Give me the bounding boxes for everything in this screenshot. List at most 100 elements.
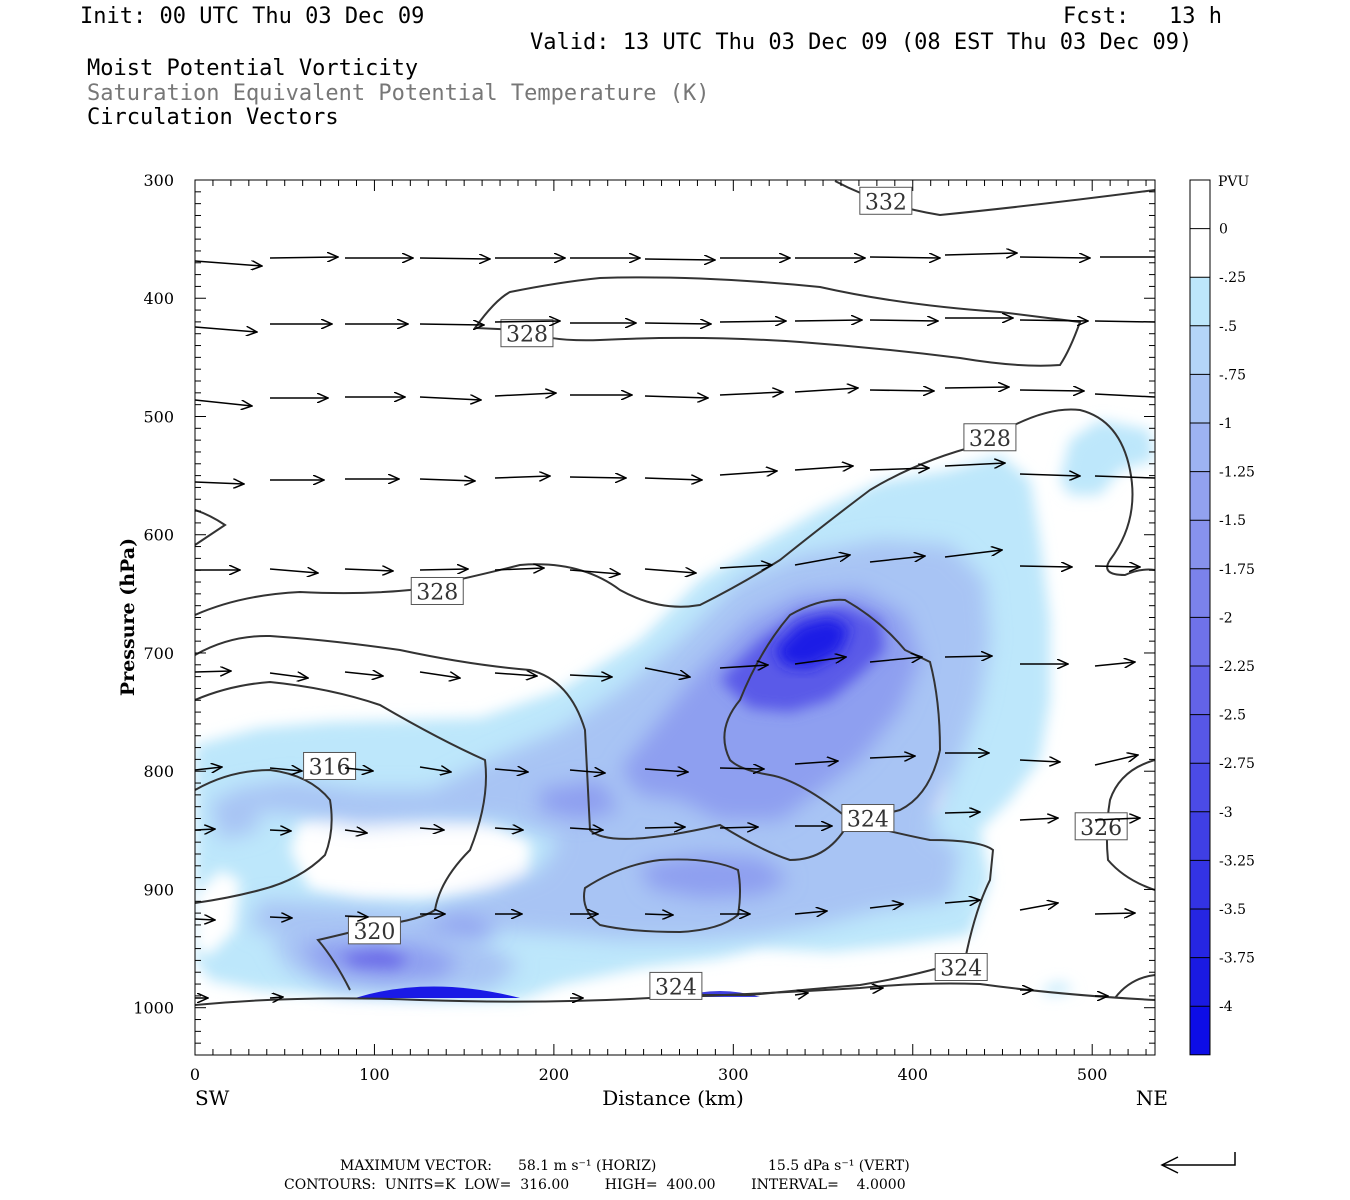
vector-arrow	[419, 767, 451, 772]
init-time: Init: 00 UTC Thu 03 Dec 09	[80, 4, 425, 29]
colorbar-swatch	[1190, 325, 1210, 375]
vector-arrow	[195, 327, 257, 332]
vector-arrow	[195, 919, 215, 920]
colorbar-label: -3.75	[1219, 951, 1255, 967]
vector-arrow	[1094, 320, 1155, 323]
vector-arrow	[419, 671, 460, 678]
vector-arrow	[494, 393, 556, 396]
max-vector-horiz: 58.1 m s⁻¹ (HORIZ)	[518, 1158, 657, 1174]
colorbar-label: -2.75	[1219, 756, 1255, 772]
contour-label: 324	[940, 957, 982, 982]
pv-region-darkest	[775, 617, 850, 668]
x-axis-left-label: SW	[195, 1086, 230, 1110]
vector-arrow	[269, 569, 318, 573]
vector-arrow	[944, 656, 992, 657]
y-tick-label: 700	[143, 644, 174, 663]
vector-arrow	[1019, 818, 1058, 820]
contour-label: 332	[865, 190, 907, 215]
valid-time: Valid: 13 UTC Thu 03 Dec 09 (08 EST Thu …	[530, 30, 1193, 55]
vector-arrow	[1094, 913, 1135, 914]
vector-arrow	[644, 323, 711, 324]
vector-arrow	[569, 828, 603, 830]
vector-arrow	[569, 770, 605, 773]
colorbar-label: -1	[1219, 416, 1233, 432]
theta-contour-328-upper	[473, 276, 1082, 367]
vector-arrow	[719, 768, 764, 769]
vector-arrow	[794, 320, 862, 321]
x-tick-label: 400	[897, 1065, 928, 1084]
vector-arrow	[719, 392, 783, 395]
vector-arrow	[569, 477, 626, 478]
vector-arrow	[869, 257, 940, 258]
theta-contours	[195, 180, 1155, 1006]
colorbar-label: -4	[1219, 999, 1233, 1015]
vector-arrow	[719, 321, 786, 322]
vector-arrow	[719, 565, 772, 568]
vector-arrow	[344, 569, 393, 571]
contour-label-box	[347, 916, 401, 945]
x-tick-label: 100	[359, 1065, 390, 1084]
vector-arrow	[419, 828, 444, 830]
vector-arrow	[344, 916, 368, 917]
y-tick-label: 500	[143, 407, 174, 426]
colorbar-label: -3	[1219, 805, 1233, 821]
vector-arrow	[494, 769, 528, 772]
circulation-vectors	[195, 253, 1155, 998]
y-axis-title: Pressure (hPa)	[117, 538, 139, 696]
vector-arrow	[1094, 755, 1138, 766]
colorbar-swatch	[1190, 568, 1210, 618]
contour-label: 328	[416, 580, 458, 605]
contour-label-box	[934, 953, 988, 981]
contour-label: 328	[506, 323, 548, 348]
colorbar-swatch	[1190, 909, 1210, 958]
vector-arrow	[419, 479, 475, 481]
y-tick-label: 600	[143, 526, 174, 545]
pv-surface-strip-1	[355, 986, 520, 998]
reference-vector-arrow	[1160, 1152, 1236, 1174]
theta-contour-surface	[195, 982, 1155, 1006]
vector-arrow	[269, 768, 302, 771]
vector-arrow	[494, 828, 523, 830]
vector-arrow	[944, 900, 980, 903]
vector-arrow	[1019, 903, 1058, 911]
x-tick-label: 300	[718, 1065, 749, 1084]
vector-arrow	[569, 570, 620, 574]
contour-label: 320	[353, 920, 395, 945]
colorbar-swatch	[1190, 811, 1210, 861]
colorbar-swatch	[1190, 423, 1210, 472]
vector-arrow	[1094, 475, 1155, 479]
y-tick-label: 1000	[133, 999, 174, 1018]
vector-arrow	[195, 482, 244, 484]
field-title-mpv: Moist Potential Vorticity	[87, 56, 419, 81]
vector-arrow	[494, 568, 544, 570]
contours-info: CONTOURS: UNITS=K LOW= 316.00 HIGH= 400.…	[284, 1177, 906, 1193]
vector-arrow	[944, 812, 980, 813]
vector-arrow	[1094, 566, 1140, 567]
colorbar-unit: PVU	[1218, 174, 1250, 190]
vector-arrow	[1019, 320, 1088, 321]
theta-contour-left-edge	[195, 509, 227, 546]
contour-label-box	[963, 423, 1017, 452]
x-tick-label: 500	[1077, 1065, 1108, 1084]
colorbar-swatch	[1190, 180, 1210, 229]
vector-arrow	[794, 761, 838, 764]
x-tick-label: 0	[190, 1065, 200, 1084]
contour-label: 324	[655, 975, 697, 1000]
theta-contour-right-low	[1114, 974, 1155, 999]
colorbar-swatch	[1190, 617, 1210, 666]
forecast-hour: Fcst: 13 h	[1063, 4, 1222, 29]
vector-arrow	[1019, 390, 1084, 391]
colorbar-swatch	[1190, 1006, 1210, 1055]
x-tick-label: 200	[539, 1065, 570, 1084]
vector-arrow	[944, 253, 1017, 255]
colorbar-swatch	[1190, 374, 1210, 423]
vector-arrow	[944, 463, 1005, 466]
vector-arrow	[419, 569, 468, 570]
contour-label-box	[410, 576, 464, 605]
axis-tick-labels: 0 100 200 300 400 500 300 400 500 600 700 800 900 100…	[133, 171, 1107, 1084]
vector-arrow	[1019, 474, 1080, 476]
max-vector-vert: 15.5 dPa s⁻¹ (VERT)	[768, 1158, 910, 1174]
vector-arrow	[1019, 257, 1090, 258]
colorbar-swatch	[1190, 860, 1210, 909]
